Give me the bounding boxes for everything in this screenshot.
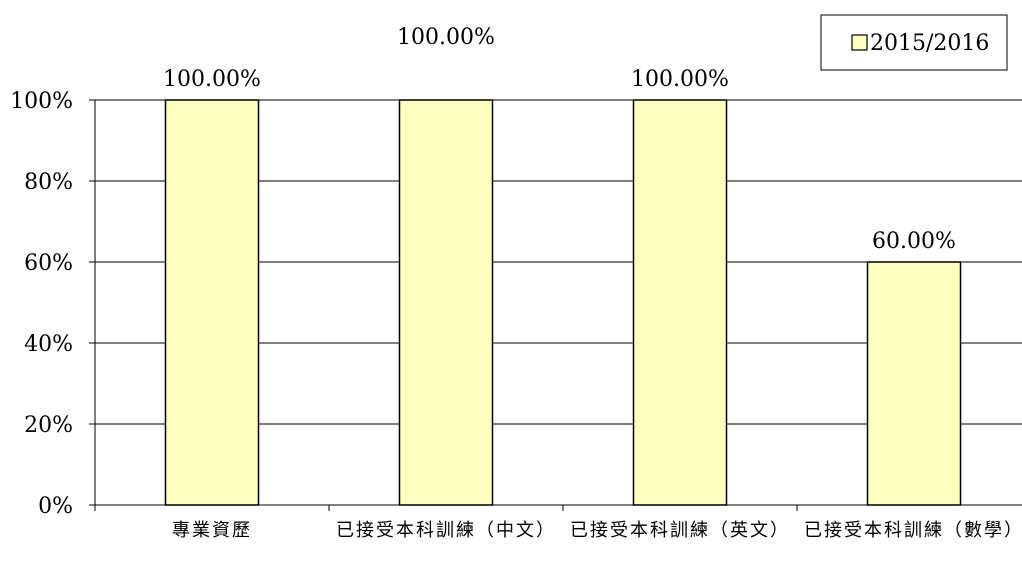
data-label: 60.00% <box>872 229 956 254</box>
bar <box>632 99 728 506</box>
x-tick-label: 已接受本科訓練（數學） <box>804 520 1022 541</box>
y-tick-label: 0% <box>38 494 73 519</box>
legend-label: 2015/2016 <box>870 31 989 56</box>
bar <box>398 99 494 506</box>
x-tick-label: 已接受本科訓練（英文） <box>570 520 790 541</box>
axes: 0% 20% 40% 60% 80% 100% <box>10 89 1022 519</box>
bar <box>866 261 962 506</box>
bar <box>164 99 260 506</box>
x-tick-label: 已接受本科訓練（中文） <box>336 520 556 541</box>
bars <box>164 99 962 506</box>
y-tick-label: 40% <box>24 332 73 357</box>
x-tick-label: 專業資歷 <box>172 520 252 541</box>
data-label: 100.00% <box>397 25 495 50</box>
data-labels: 100.00% 100.00% 100.00% 60.00% <box>163 25 956 254</box>
data-label: 100.00% <box>163 67 261 92</box>
data-label: 100.00% <box>631 67 729 92</box>
y-tick-label: 20% <box>24 413 73 438</box>
y-tick-label: 80% <box>24 170 73 195</box>
legend: 2015/2016 <box>820 14 1008 71</box>
y-tick-label: 100% <box>10 89 73 114</box>
legend-swatch <box>851 34 868 51</box>
y-tick-label: 60% <box>24 251 73 276</box>
